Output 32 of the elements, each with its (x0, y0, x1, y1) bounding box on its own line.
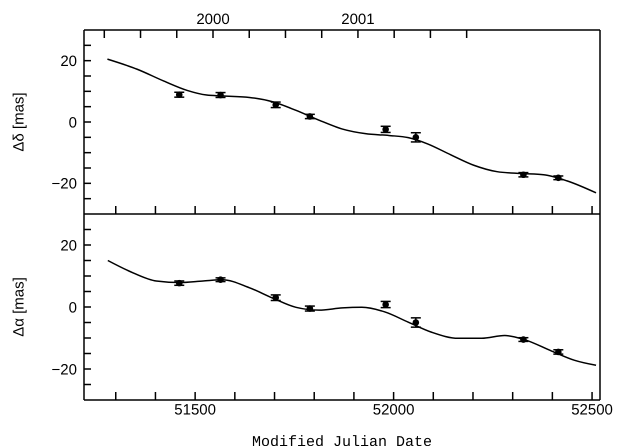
point (555, 348, 562, 356)
point (217, 276, 224, 284)
point (176, 280, 183, 286)
x2-tick-label: 2001 (341, 11, 375, 28)
y-tick-label: −20 (52, 361, 77, 378)
point (382, 126, 389, 133)
y-tick-label: −20 (52, 176, 77, 193)
y-tick-label: 20 (60, 52, 77, 70)
point (272, 294, 280, 301)
y-axis-title: Δα [mas] (10, 277, 28, 337)
line-series (106, 58, 597, 194)
y-axis-title: Δδ [mas] (10, 92, 28, 152)
line-series (107, 260, 597, 366)
y-tick-label: 20 (60, 237, 77, 254)
x2-tick-label: 2000 (196, 11, 230, 28)
point (555, 174, 562, 182)
point (382, 301, 389, 308)
point (217, 92, 224, 98)
point (176, 91, 183, 98)
x-tick-label: 51500 (174, 402, 216, 419)
point (272, 102, 280, 108)
point (412, 134, 420, 141)
point (412, 319, 420, 326)
x-tick-label: 52000 (372, 402, 414, 419)
point (520, 171, 527, 178)
point (306, 305, 314, 312)
point (520, 336, 527, 343)
point (306, 113, 314, 120)
x-tick-label: 52500 (571, 402, 613, 419)
y-tick-label: 0 (68, 114, 77, 132)
y-tick-label: 0 (68, 299, 77, 316)
x-axis-title: Modified Julian Date (252, 434, 432, 446)
